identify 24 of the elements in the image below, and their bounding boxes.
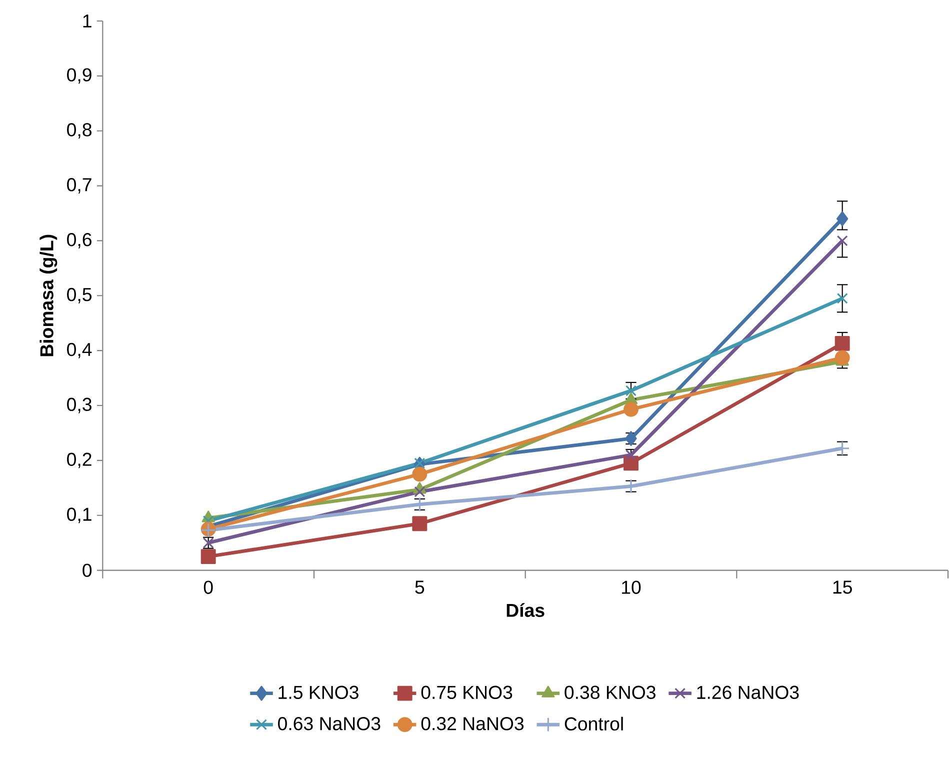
y-tick-label: 0,4 [67,342,92,358]
x-axis-title: Días [506,603,544,617]
x-tick-label: 15 [833,580,852,594]
legend-label: 0.75 KNO3 [421,686,512,700]
legend-label: 1.5 KNO3 [278,686,358,700]
x-tick-label: 10 [622,580,641,594]
y-tick-label: 0,5 [67,288,92,304]
y-axis-title: Biomasa (g/L) [40,234,58,356]
y-tick-label: 0,3 [67,398,92,414]
y-tick-label: 0,7 [67,178,92,194]
legend-label: 0.32 NaNO3 [421,717,524,730]
y-tick-label: 1 [83,14,92,28]
legend-label: 1.26 NaNO3 [697,686,799,700]
x-tick-label: 0 [204,580,213,594]
x-tick-label: 5 [415,580,424,594]
legend-label: 0.38 KNO3 [564,686,656,700]
legend-label: Control [564,716,623,731]
y-tick-label: 0 [82,564,92,577]
legend-label: 0.63 NaNO3 [278,717,380,730]
y-tick-label: 0,9 [67,68,92,84]
y-tick-label: 0,8 [67,123,92,139]
y-tick-label: 0,1 [67,508,92,524]
y-tick-label: 0,2 [67,452,92,468]
y-tick-label: 0,6 [67,232,92,248]
